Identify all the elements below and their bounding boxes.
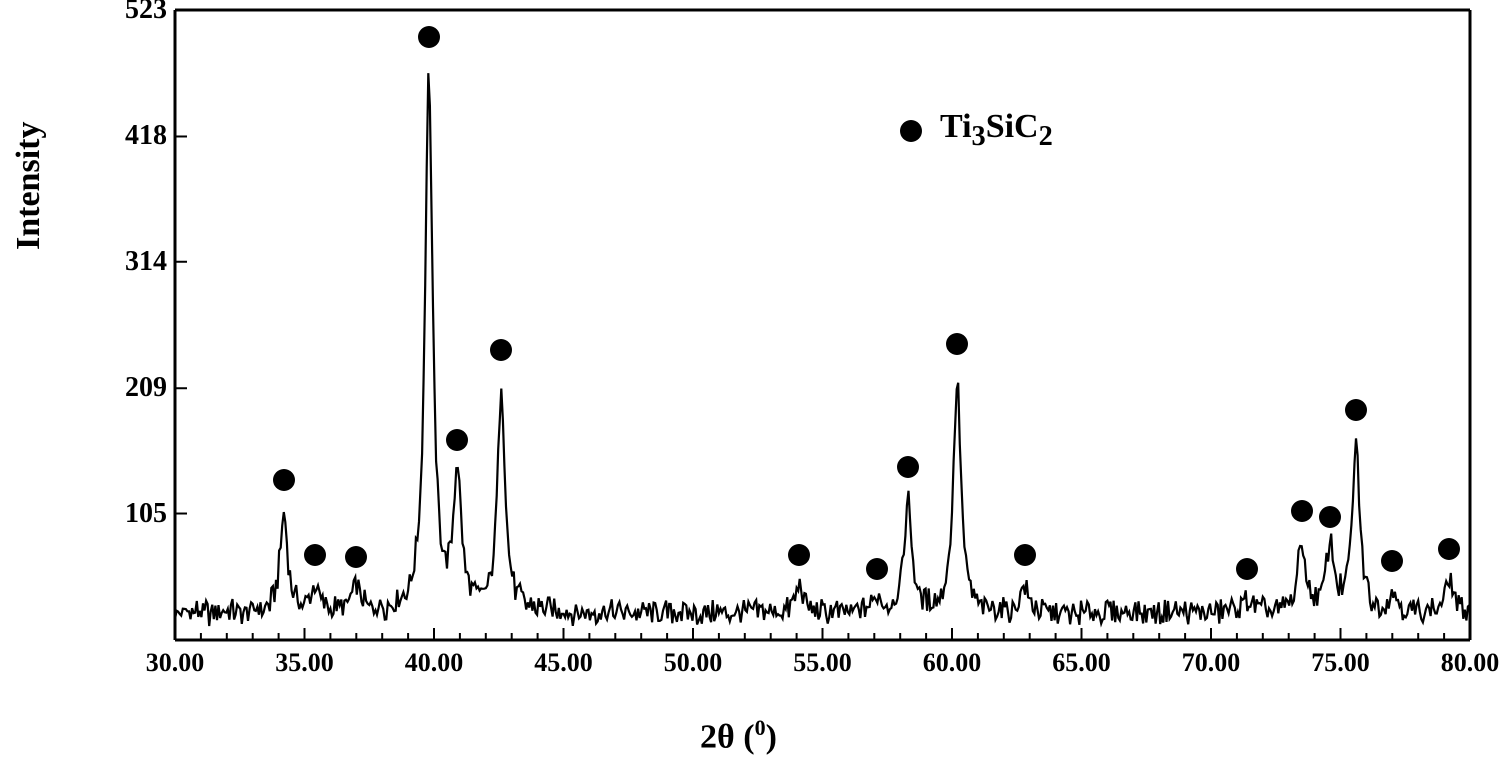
x-tick-label: 60.00 [912,648,992,678]
peak-marker-icon [1381,550,1403,572]
x-tick-label: 45.00 [524,648,604,678]
peak-marker-icon [446,429,468,451]
x-tick-label: 70.00 [1171,648,1251,678]
peak-marker-icon [345,546,367,568]
y-tick-label: 418 [107,120,167,152]
y-tick-label: 105 [107,498,167,530]
x-tick-label: 65.00 [1042,648,1122,678]
peak-marker-icon [1014,544,1036,566]
y-tick-label: 523 [107,0,167,26]
peak-marker-icon [304,544,326,566]
xrd-chart: Intensity 2θ (0) Ti3SiC2 105209314418523… [0,0,1508,770]
x-tick-label: 80.00 [1430,648,1508,678]
x-tick-label: 55.00 [783,648,863,678]
y-tick-label: 314 [107,246,167,278]
y-tick-label: 209 [107,372,167,404]
peak-marker-icon [1319,506,1341,528]
plot-area [0,0,1508,770]
x-tick-label: 35.00 [265,648,345,678]
peak-marker-icon [418,26,440,48]
peak-marker-icon [946,333,968,355]
peak-marker-icon [273,469,295,491]
peak-marker-icon [1236,558,1258,580]
x-tick-label: 75.00 [1301,648,1381,678]
peak-marker-icon [866,558,888,580]
xrd-pattern-line [175,73,1470,626]
peak-marker-icon [788,544,810,566]
x-tick-label: 30.00 [135,648,215,678]
x-tick-label: 50.00 [653,648,733,678]
peak-marker-icon [1438,538,1460,560]
x-tick-label: 40.00 [394,648,474,678]
peak-marker-icon [1291,500,1313,522]
